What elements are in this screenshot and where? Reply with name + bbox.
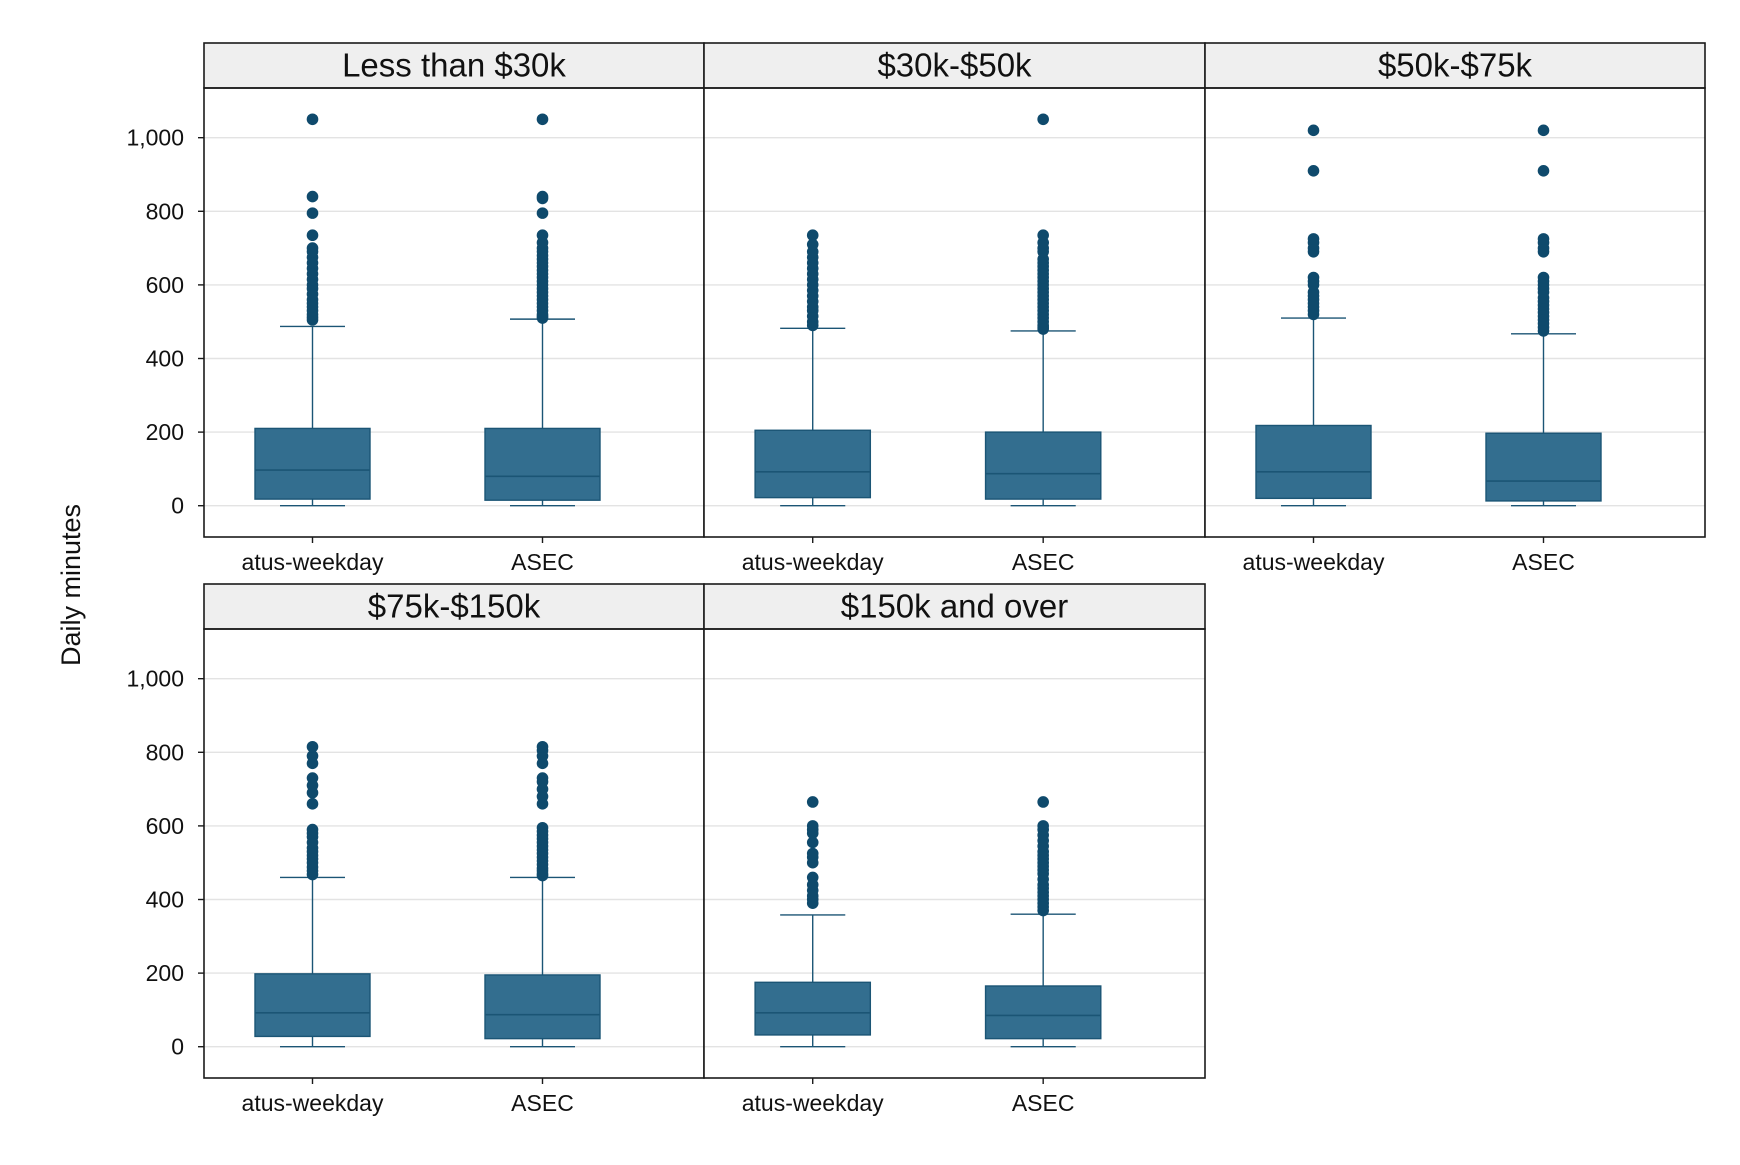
outlier-point — [1307, 124, 1320, 137]
iqr-box — [754, 981, 872, 1036]
y-tick-label: 600 — [146, 272, 184, 298]
outlier-point — [306, 798, 319, 810]
y-tick-label: 800 — [146, 739, 184, 765]
outlier-point — [536, 207, 549, 219]
outlier-point — [536, 772, 549, 784]
outlier-point — [806, 229, 819, 242]
facet-title: Less than $30k — [342, 47, 566, 84]
outlier-point — [536, 821, 549, 834]
x-tick-label: ASEC — [511, 1090, 574, 1116]
x-tick-label: atus-weekday — [1243, 549, 1385, 575]
facet-strip — [703, 583, 1206, 630]
outlier-point — [1537, 165, 1550, 177]
y-tick-label: 0 — [171, 493, 184, 519]
box-ASEC: ASEC — [984, 113, 1102, 575]
outlier-point — [306, 740, 319, 753]
outlier-point — [306, 750, 319, 762]
outlier-point — [806, 871, 819, 884]
box-atus-weekday: atus-weekday — [242, 740, 384, 1116]
facet-title: $30k-$50k — [877, 47, 1032, 84]
iqr-box — [254, 427, 371, 500]
y-tick-label: 0 — [171, 1034, 184, 1060]
y-tick-label: 200 — [146, 419, 184, 445]
panel-3: $50k-$75k atus-weekday ASEC — [1204, 42, 1706, 575]
y-tick-label: 600 — [146, 813, 184, 839]
outlier-point — [536, 229, 549, 242]
box-atus-weekday: atus-weekday — [1243, 124, 1385, 575]
outlier-point — [806, 847, 819, 860]
outlier-point — [806, 820, 819, 832]
outlier-point — [1307, 165, 1320, 177]
outlier-point — [306, 823, 319, 836]
panel-4: $75k-$150k 0 200 400 600 800 1,000 atus-weekday… — [126, 583, 705, 1116]
outlier-point — [1037, 796, 1049, 808]
iqr-box — [754, 429, 872, 499]
y-tick-label: 400 — [146, 887, 184, 913]
box-ASEC: ASEC — [984, 796, 1102, 1116]
outlier-point — [1307, 271, 1320, 284]
x-tick-label: atus-weekday — [742, 1090, 884, 1116]
iqr-box — [1485, 432, 1602, 502]
panel-1: Less than $30k 0 200 400 600 800 1,000 atus-wee… — [126, 42, 705, 575]
outlier-point — [1537, 233, 1550, 245]
panel-frame — [1204, 87, 1706, 538]
x-tick-label: atus-weekday — [742, 549, 884, 575]
outlier-point — [536, 113, 549, 126]
iqr-box — [484, 427, 601, 501]
outlier-point — [536, 740, 549, 753]
iqr-box — [484, 974, 601, 1040]
outlier-point — [306, 772, 319, 784]
outlier-point — [1037, 229, 1049, 242]
iqr-box — [1255, 424, 1372, 500]
outlier-point — [806, 238, 819, 251]
x-tick-label: atus-weekday — [242, 549, 384, 575]
facet-strip — [1204, 42, 1706, 89]
outlier-point — [1307, 233, 1320, 245]
x-tick-label: ASEC — [511, 549, 574, 575]
box-atus-weekday: atus-weekday — [742, 229, 884, 575]
outlier-point — [306, 207, 319, 219]
outlier-point — [536, 190, 549, 203]
x-tick-label: ASEC — [1512, 549, 1575, 575]
x-tick-label: ASEC — [1012, 1090, 1075, 1116]
outlier-point — [806, 836, 819, 849]
box-atus-weekday: atus-weekday — [742, 796, 884, 1116]
box-ASEC: ASEC — [484, 113, 601, 575]
outlier-point — [806, 796, 819, 808]
outlier-point — [1537, 124, 1550, 137]
y-tick-label: 200 — [146, 960, 184, 986]
y-tick-label: 800 — [146, 198, 184, 224]
facet-strip — [203, 583, 705, 630]
y-tick-label: 1,000 — [126, 666, 184, 692]
box-ASEC: ASEC — [1485, 124, 1602, 575]
iqr-box — [984, 985, 1102, 1040]
outlier-point — [306, 242, 319, 254]
y-tick-label: 1,000 — [126, 125, 184, 151]
y-tick-label: 400 — [146, 346, 184, 372]
box-atus-weekday: atus-weekday — [242, 113, 384, 575]
outlier-point — [306, 229, 319, 242]
x-tick-label: ASEC — [1012, 549, 1075, 575]
box-ASEC: ASEC — [484, 740, 601, 1116]
panel-5: $150k and over atus-weekday ASEC — [703, 583, 1206, 1116]
y-axis-title: Daily minutes — [56, 504, 86, 666]
outlier-point — [1037, 113, 1049, 126]
outlier-point — [1037, 820, 1049, 832]
outlier-point — [1537, 271, 1550, 284]
outlier-point — [306, 113, 319, 126]
facet-title: $75k-$150k — [368, 588, 541, 625]
facet-title: $150k and over — [841, 588, 1069, 625]
panel-frame — [703, 628, 1206, 1079]
panel-2: $30k-$50k atus-weekday ASEC — [703, 42, 1206, 575]
facet-title: $50k-$75k — [1378, 47, 1533, 84]
iqr-box — [254, 973, 371, 1038]
x-tick-label: atus-weekday — [242, 1090, 384, 1116]
iqr-box — [984, 431, 1102, 500]
outlier-point — [306, 190, 319, 203]
